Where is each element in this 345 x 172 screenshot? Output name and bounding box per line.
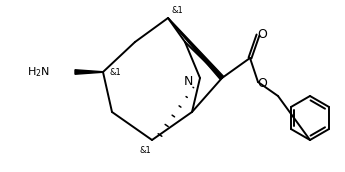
Text: N: N [184,74,193,88]
Polygon shape [168,18,224,79]
Text: O: O [257,28,267,40]
Text: &1: &1 [172,6,184,15]
Polygon shape [75,70,103,74]
Text: O: O [257,77,267,89]
Text: H$_2$N: H$_2$N [27,65,50,79]
Text: &1: &1 [139,146,151,155]
Text: &1: &1 [110,67,122,77]
